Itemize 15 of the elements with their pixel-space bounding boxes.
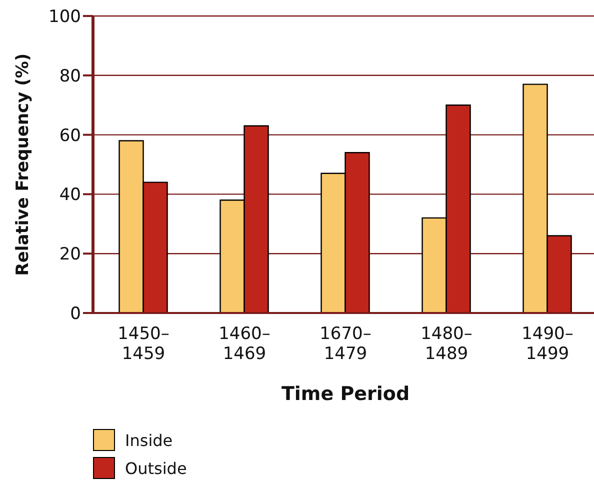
y-tick-label: 40 [59,185,81,206]
y-tick-label: 100 [48,7,81,28]
legend-label: Inside [125,430,173,450]
x-tick-label: 1490–1499 [522,324,574,364]
x-tick-label: 1480–1489 [420,324,472,364]
x-axis-title: Time Period [281,383,410,405]
x-tick-label: 1670–1479 [320,324,372,364]
x-tick-label: 1460–1469 [218,324,270,364]
legend-label: Outside [125,458,187,478]
y-tick-label: 80 [59,66,81,86]
y-tick-label: 0 [70,304,81,324]
y-axis-title: Relative Frequency (%) [13,53,34,276]
y-tick-label: 20 [59,244,81,265]
y-tick-label: 60 [59,126,81,146]
x-tick-label: 1450–1459 [118,324,170,364]
